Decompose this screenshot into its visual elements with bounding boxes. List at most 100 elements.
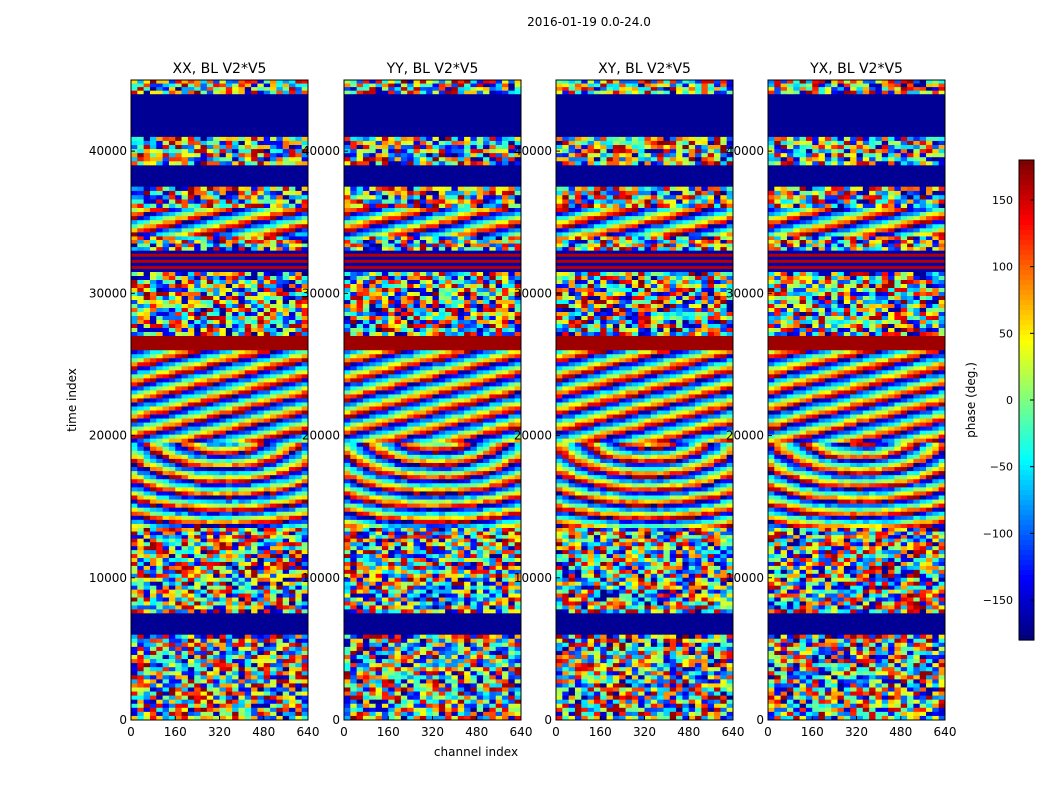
- y-tick-label: 10000: [302, 571, 340, 585]
- colorbar-swatch: [1019, 230, 1034, 236]
- colorbar-swatch: [1019, 620, 1034, 626]
- colorbar-swatch: [1019, 215, 1034, 221]
- y-tick-label: 30000: [726, 286, 764, 300]
- colorbar-swatch: [1019, 400, 1034, 406]
- colorbar-swatch: [1019, 525, 1034, 531]
- heatmap-image: [556, 80, 734, 721]
- colorbar-swatch: [1019, 475, 1034, 481]
- colorbar-swatch: [1019, 480, 1034, 486]
- y-tick-label: 40000: [302, 144, 340, 158]
- colorbar-swatch: [1019, 470, 1034, 476]
- x-tick-label: 0: [127, 725, 135, 739]
- panel-title: XY, BL V2*V5: [598, 61, 691, 77]
- colorbar-swatch: [1019, 540, 1034, 546]
- colorbar-swatch: [1019, 420, 1034, 426]
- x-tick-label: 640: [722, 725, 745, 739]
- colorbar-swatch: [1019, 510, 1034, 516]
- colorbar-swatch: [1019, 530, 1034, 536]
- colorbar-swatch: [1019, 180, 1034, 186]
- y-tick-label: 0: [119, 713, 127, 727]
- colorbar-swatch: [1019, 305, 1034, 311]
- colorbar-swatch: [1019, 565, 1034, 571]
- x-tick-label: 320: [208, 725, 231, 739]
- colorbar-swatch: [1019, 570, 1034, 576]
- colorbar-swatch: [1019, 385, 1034, 391]
- panel-xx: XX, BL V2*V5 0 160 320 480 640 0 10000 20000 3000…: [89, 61, 320, 739]
- colorbar-swatch: [1019, 425, 1034, 431]
- colorbar-swatch: [1019, 380, 1034, 386]
- y-tick-label: 10000: [726, 571, 764, 585]
- colorbar-tick-label: 100: [992, 261, 1013, 274]
- y-tick-label: 30000: [89, 286, 127, 300]
- colorbar-swatch: [1019, 635, 1034, 641]
- colorbar-swatch: [1019, 260, 1034, 266]
- colorbar-swatch: [1019, 285, 1034, 291]
- colorbar-swatch: [1019, 440, 1034, 446]
- colorbar-swatch: [1019, 595, 1034, 601]
- colorbar-swatch: [1019, 240, 1034, 246]
- colorbar-swatch: [1019, 205, 1034, 211]
- y-tick-label: 30000: [302, 286, 340, 300]
- y-tick-label: 40000: [726, 144, 764, 158]
- y-tick-label: 30000: [514, 286, 552, 300]
- x-tick-label: 320: [421, 725, 444, 739]
- colorbar-swatch: [1019, 350, 1034, 356]
- colorbar-swatch: [1019, 170, 1034, 176]
- colorbar-swatch: [1019, 365, 1034, 371]
- colorbar-swatch: [1019, 280, 1034, 286]
- colorbar-swatch: [1019, 455, 1034, 461]
- y-tick-label: 40000: [514, 144, 552, 158]
- colorbar-tick-label: 0: [1006, 394, 1013, 407]
- colorbar-label: phase (deg.): [964, 362, 978, 438]
- colorbar-swatch: [1019, 560, 1034, 566]
- colorbar-swatch: [1019, 545, 1034, 551]
- colorbar-swatch: [1019, 430, 1034, 436]
- colorbar-swatch: [1019, 340, 1034, 346]
- colorbar-swatch: [1019, 580, 1034, 586]
- panel-yx: YX, BL V2*V5 0 160 320 480 640 0 10000 20000 3000…: [726, 61, 957, 739]
- colorbar-swatch: [1019, 250, 1034, 256]
- colorbar-swatch: [1019, 460, 1034, 466]
- colorbar-swatch: [1019, 245, 1034, 251]
- colorbar-tick-label: 150: [992, 194, 1013, 207]
- colorbar-swatch: [1019, 300, 1034, 306]
- colorbar-swatch: [1019, 255, 1034, 261]
- y-tick-label: 0: [332, 713, 340, 727]
- x-tick-label: 480: [252, 725, 275, 739]
- x-tick-label: 480: [677, 725, 700, 739]
- colorbar-swatch: [1019, 590, 1034, 596]
- colorbar-swatch: [1019, 310, 1034, 316]
- colorbar-swatch: [1019, 575, 1034, 581]
- heatmap-image: [768, 80, 946, 721]
- y-tick-label: 10000: [89, 571, 127, 585]
- colorbar-swatch: [1019, 630, 1034, 636]
- colorbar-swatch: [1019, 410, 1034, 416]
- panel-title: YX, BL V2*V5: [809, 61, 903, 77]
- y-tick-label: 20000: [726, 429, 764, 443]
- colorbar-tick-label: 50: [999, 327, 1013, 340]
- panel-title: YY, BL V2*V5: [386, 61, 479, 77]
- colorbar-swatch: [1019, 490, 1034, 496]
- colorbar-swatch: [1019, 185, 1034, 191]
- panel-xy: XY, BL V2*V5 0 160 320 480 640 0 10000 20000 3000…: [514, 61, 745, 739]
- x-tick-label: 320: [633, 725, 656, 739]
- x-tick-label: 160: [801, 725, 824, 739]
- colorbar-swatch: [1019, 625, 1034, 631]
- x-axis-label: channel index: [434, 745, 518, 759]
- colorbar-swatch: [1019, 195, 1034, 201]
- colorbar-swatch: [1019, 190, 1034, 196]
- y-tick-label: 10000: [514, 571, 552, 585]
- colorbar-swatch: [1019, 600, 1034, 606]
- colorbar-swatch: [1019, 220, 1034, 226]
- colorbar-swatch: [1019, 405, 1034, 411]
- colorbar-swatch: [1019, 235, 1034, 241]
- colorbar-swatch: [1019, 485, 1034, 491]
- x-tick-label: 640: [510, 725, 533, 739]
- colorbar-swatch: [1019, 210, 1034, 216]
- x-tick-label: 160: [589, 725, 612, 739]
- panel-yy: YY, BL V2*V5 0 160 320 480 640 0 10000 20000 3000…: [302, 61, 533, 739]
- panel-title: XX, BL V2*V5: [173, 61, 267, 77]
- y-tick-label: 20000: [89, 429, 127, 443]
- colorbar-swatch: [1019, 515, 1034, 521]
